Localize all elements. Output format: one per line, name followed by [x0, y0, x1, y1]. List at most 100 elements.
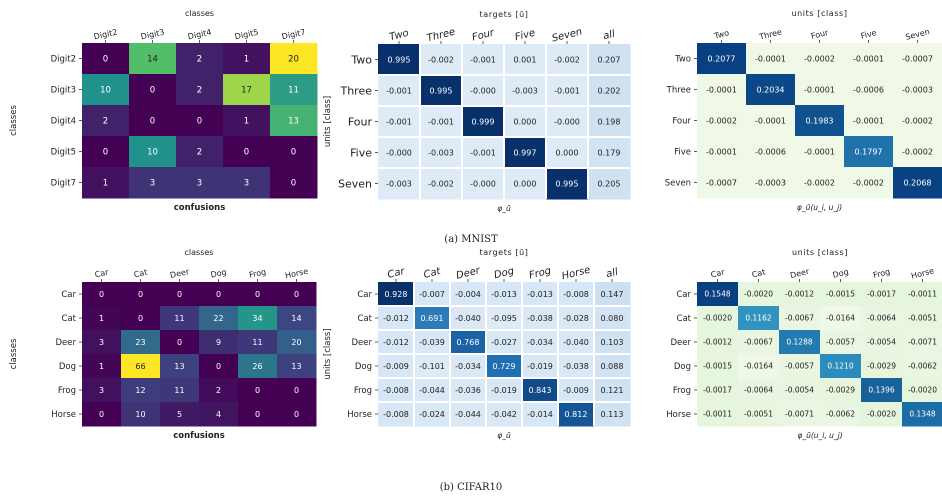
heatmap-cell [779, 282, 821, 307]
heatmap-cell [697, 306, 739, 331]
y-tick-label: Deer [56, 338, 77, 348]
heatmap-cell [902, 306, 942, 331]
heatmap-cell [486, 402, 523, 427]
cell-value-label: 5 [177, 410, 182, 419]
y-tick-label: Seven [665, 178, 691, 188]
heatmap-cell [546, 44, 589, 76]
heatmap-cell [522, 282, 559, 307]
heatmap-cell [522, 378, 559, 403]
heatmap-cell [902, 378, 942, 403]
x-tick-label: all [605, 267, 619, 281]
heatmap-cell [697, 167, 747, 199]
heatmap-cell [238, 282, 278, 307]
heatmap-cell [504, 168, 547, 200]
heatmap-panel-2: 0.2077 -0.0001 -0.0002 -0.0001 -0.0007 -0.000… [665, 9, 942, 212]
cell-value-label: 1 [99, 362, 104, 371]
heatmap-cell [238, 306, 278, 331]
heatmap-cell [504, 137, 547, 169]
cell-value-label: -0.019 [527, 362, 553, 371]
heatmap-cell [738, 354, 780, 379]
cell-value-label: 34 [252, 314, 262, 323]
y-tick-label: Deer [352, 338, 373, 348]
cell-value-label: 0.1162 [745, 314, 771, 323]
cell-value-label: 0.812 [565, 410, 588, 419]
heatmap-cell [223, 136, 271, 168]
panel-title: targets [ū] [480, 10, 529, 19]
cell-value-label: -0.0001 [706, 85, 737, 94]
heatmap-panel-4: 0.928 -0.007 -0.004 -0.013 -0.013 -0.008 0.147… [323, 248, 631, 440]
cell-value-label: -0.0007 [706, 178, 737, 187]
cell-value-label: -0.003 [386, 179, 412, 188]
heatmap-cell [893, 74, 942, 106]
heatmap-cell [558, 354, 595, 379]
cell-value-label: 0.001 [514, 55, 537, 64]
heatmap-cell [779, 306, 821, 331]
cell-value-label: 0.000 [514, 117, 537, 126]
heatmap-cell [779, 378, 821, 403]
y-tick-label: Digit3 [51, 85, 76, 95]
cell-value-label: -0.0054 [785, 386, 814, 395]
cell-value-label: 12 [135, 386, 145, 395]
heatmap-panel-1: 0.995 -0.002 -0.001 0.001 -0.002 0.207 -0.001 0… [323, 10, 631, 213]
x-tick-label: Five [514, 28, 537, 44]
cell-value-label: 0.147 [601, 290, 624, 299]
caption-cifar10: (b) CIFAR10 [439, 482, 503, 493]
heatmap-cell [594, 354, 631, 379]
y-tick-label: Dog [355, 362, 372, 372]
cell-value-label: 20 [288, 54, 299, 64]
cell-value-label: 14 [291, 314, 301, 323]
heatmap-cell [450, 402, 487, 427]
heatmap-cell [546, 137, 589, 169]
cell-value-label: 0.2034 [757, 85, 785, 94]
y-tick-label: Horse [666, 410, 691, 420]
cell-value-label: 0 [255, 290, 260, 299]
cell-value-label: 0.1548 [704, 290, 730, 299]
heatmap-cell [844, 136, 894, 168]
heatmap-cell [893, 105, 942, 137]
heatmap-cell [121, 282, 161, 307]
cell-value-label: -0.003 [512, 86, 538, 95]
cell-value-label: -0.040 [455, 314, 481, 323]
cell-value-label: -0.008 [383, 410, 409, 419]
heatmap-cell [270, 74, 318, 106]
y-tick-label: Frog [354, 386, 372, 396]
y-tick-label: Dog [59, 362, 76, 372]
heatmap-cell [121, 378, 161, 403]
y-tick-label: Frog [673, 386, 691, 396]
x-tick-label: Car [94, 268, 110, 280]
cell-value-label: 10 [100, 85, 111, 95]
cell-value-label: 11 [174, 314, 184, 323]
cell-value-label: 2 [103, 116, 108, 126]
cell-value-label: 0.198 [598, 117, 621, 126]
y-tick-label: Three [339, 84, 372, 97]
cell-value-label: 4 [216, 410, 221, 419]
cell-value-label: 0.1210 [827, 362, 853, 371]
y-tick-label: Cat [62, 314, 77, 324]
cell-value-label: 0 [138, 290, 143, 299]
cell-value-label: -0.036 [455, 386, 481, 395]
heatmap-cell [486, 354, 523, 379]
cell-value-label: 0.088 [601, 362, 624, 371]
cell-value-label: -0.000 [470, 86, 496, 95]
heatmap-cell [820, 306, 862, 331]
cell-value-label: 0.928 [385, 290, 408, 299]
cell-value-label: 0 [255, 386, 260, 395]
cell-value-label: 0.995 [430, 86, 453, 95]
cell-value-label: 0.207 [598, 55, 621, 64]
heatmap-cell [522, 402, 559, 427]
cell-value-label: -0.0001 [804, 85, 835, 94]
heatmap-cell [588, 168, 631, 200]
cell-value-label: -0.0067 [785, 314, 814, 323]
heatmap-cell [176, 105, 224, 137]
x-axis-label: φ_ū(u_i, u_j) [797, 431, 842, 440]
cell-value-label: 3 [197, 178, 202, 188]
cell-value-label: 0.121 [601, 386, 624, 395]
cell-value-label: 0 [197, 116, 202, 126]
cell-value-label: -0.002 [428, 55, 454, 64]
cell-value-label: -0.028 [563, 314, 589, 323]
heatmap-cell [795, 167, 845, 199]
cell-value-label: -0.0001 [706, 147, 737, 156]
cell-value-label: -0.0020 [744, 290, 773, 299]
cell-value-label: -0.0015 [826, 290, 855, 299]
x-tick-label: Horse [910, 266, 935, 280]
